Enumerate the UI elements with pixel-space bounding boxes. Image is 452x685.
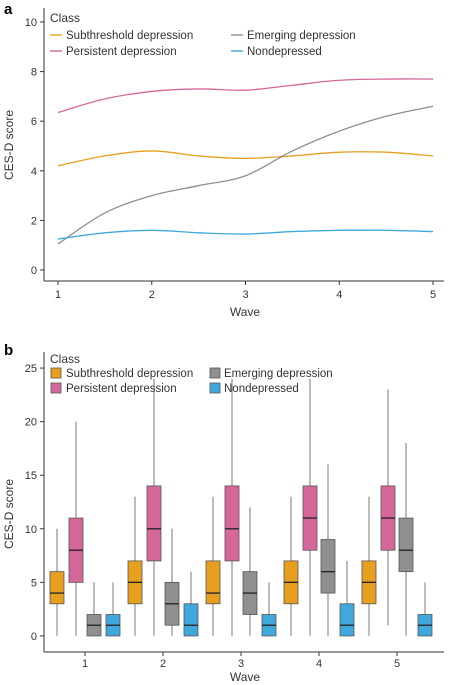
panel-b-box-subthreshold [49,528,65,636]
panel-b-x-tick-label: 2 [160,658,166,670]
panel-b-box-emerging [398,443,414,636]
panel-b-x-tick-label: 1 [82,658,88,670]
panel-b-box-emerging [242,507,258,636]
panel-b-box-nondepressed [339,560,355,637]
panel-b-box-nondepressed [261,582,277,637]
panel-b-x-tick-label: 4 [316,658,322,670]
panel-b-y-tick-label: 0 [31,631,37,643]
panel-b-y-tick-label: 10 [25,524,37,536]
panel-b-y-tick-label: 15 [25,470,37,482]
panel-a-series-lines [57,78,434,245]
panel-b-legend-key-emerging [209,367,221,379]
panel-a-x-tick-label: 3 [242,289,248,301]
panel-b-box-body [224,485,240,562]
panel-b-y-tick-label: 5 [31,577,37,589]
panel-a-y-tick-label: 10 [25,17,37,29]
panel-b-x-tick-label: 5 [394,658,400,670]
panel-b-legend-label-persistent: Persistent depression [66,383,177,395]
panel-b: b 0 5 10 15 20 25 1 2 3 4 5 CES-D score Wave Clas… [2,342,444,684]
panel-a-line-emerging [57,105,434,245]
panel-a-y-tick-label: 8 [31,67,37,79]
panel-b-box-subthreshold [205,496,221,636]
panel-a-line-subthreshold [57,150,434,167]
panel-b-legend-key-persistent [50,382,62,394]
panel-b-legend-label-subthreshold: Subthreshold depression [66,368,193,380]
panel-b-box-subthreshold [361,496,377,636]
panel-a-legend-label-nondepressed: Nondepressed [247,46,322,58]
panel-a-y-tick-label: 6 [31,116,37,128]
panel-b-x-ticks: 1 2 3 4 5 [82,652,400,670]
panel-a-x-tick-label: 5 [430,289,436,301]
panel-b-box-persistent [224,378,240,636]
panel-a-label: a [4,1,13,18]
panel-b-boxes [49,378,433,637]
panel-a-legend-label-persistent: Persistent depression [66,46,177,58]
panel-b-box-emerging [320,464,336,636]
panel-a-y-tick-label: 2 [31,215,37,227]
panel-a-legend-label-emerging: Emerging depression [247,30,356,42]
panel-b-box-persistent [68,421,84,636]
panel-b-box-body [183,603,199,637]
panel-b-box-persistent [380,389,396,626]
panel-b-box-subthreshold [283,496,299,636]
panel-a-legend-title: Class [50,11,80,25]
panel-b-y-tick-label: 25 [25,363,37,375]
panel-b-y-ticks: 0 5 10 15 20 25 [25,363,44,643]
panel-b-x-axis-label: Wave [230,670,261,684]
panel-b-box-emerging [86,582,102,637]
panel-b-box-subthreshold [127,496,143,636]
panel-b-box-emerging [164,528,180,636]
panel-b-y-axis-label: CES-D score [2,479,16,549]
panel-b-legend-label-emerging: Emerging depression [224,368,333,380]
panel-b-legend: Class Subthreshold depression Emerging d… [50,352,333,395]
panel-b-legend-key-subthreshold [50,367,62,379]
panel-a-axes [43,8,444,282]
panel-b-box-persistent [302,378,318,636]
panel-a-y-tick-label: 0 [31,265,37,277]
panel-b-x-tick-label: 3 [238,658,244,670]
panel-b-box-nondepressed [105,582,121,637]
panel-b-box-body [205,560,221,605]
panel-a-line-nondepressed [57,229,434,240]
panel-b-legend-label-nondepressed: Nondepressed [224,383,299,395]
panel-a-x-tick-label: 4 [336,289,342,301]
panel-a-line-persistent [57,78,434,114]
panel-b-box-persistent [146,378,162,636]
panel-a-y-tick-label: 4 [31,166,37,178]
panel-a-x-ticks: 1 2 3 4 5 [55,281,436,301]
panel-b-label: b [4,342,13,359]
panel-b-box-body [320,539,336,594]
panel-b-box-body [49,571,65,605]
panel-b-box-body [398,517,414,573]
panel-a-x-tick-label: 2 [149,289,155,301]
panel-a-x-axis-label: Wave [230,305,261,319]
panel-a-x-tick-label: 1 [55,289,61,301]
panel-b-box-body [339,603,355,637]
panel-b-box-body [146,485,162,562]
panel-a-legend: Class Subthreshold depression Emerging d… [50,11,356,58]
panel-a-y-ticks: 0 2 4 6 8 10 [25,17,44,277]
panel-b-axes [43,352,444,653]
panel-b-y-tick-label: 20 [25,417,37,429]
panel-b-box-nondepressed [183,571,199,637]
panel-b-box-nondepressed [417,582,433,637]
panel-a-legend-label-subthreshold: Subthreshold depression [66,30,193,42]
panel-a-y-axis-label: CES-D score [2,110,16,180]
panel-b-legend-key-nondepressed [209,382,221,394]
panel-b-legend-title: Class [50,352,80,366]
